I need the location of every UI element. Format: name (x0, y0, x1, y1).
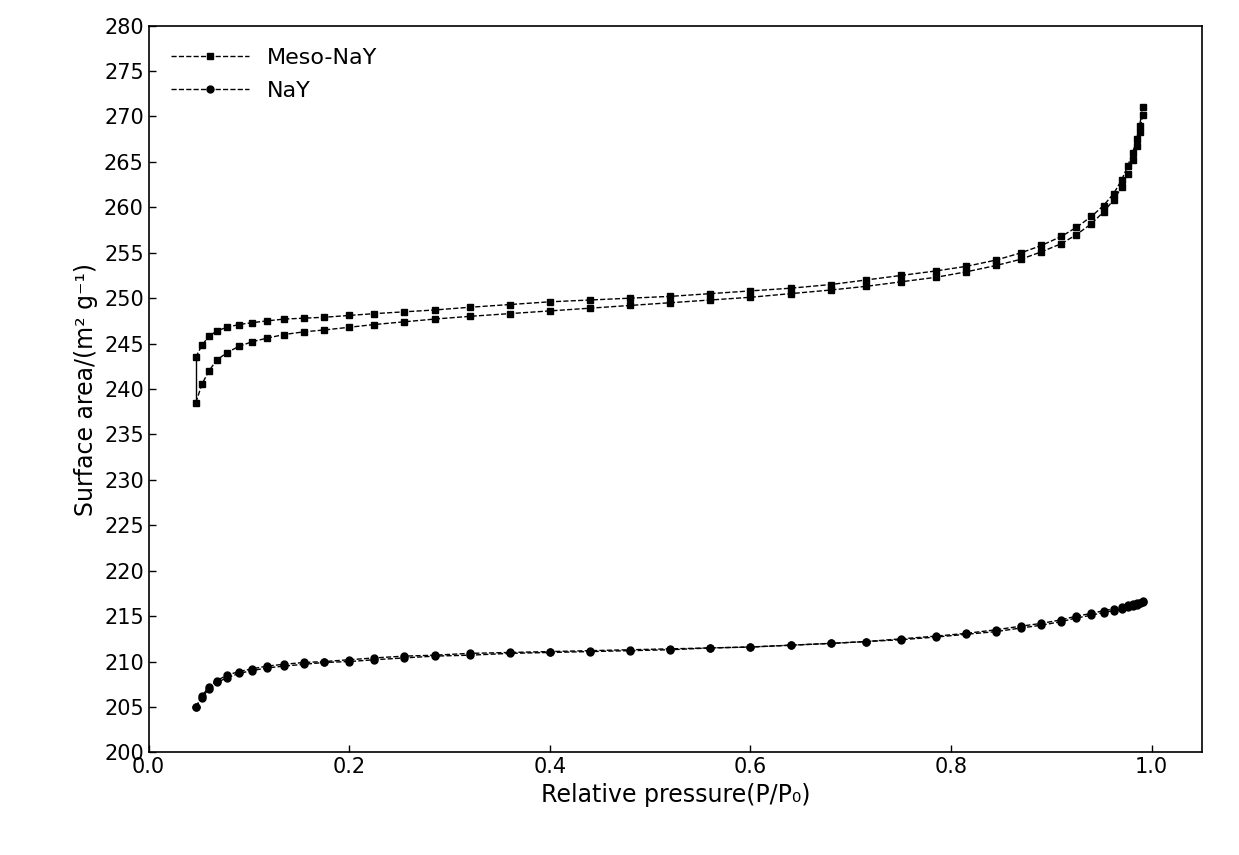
Meso-NaY (232, 320, 247, 330)
NaY (1135, 596, 1150, 606)
Meso-NaY (396, 307, 411, 317)
NaY (1125, 599, 1140, 610)
Legend: Meso-NaY, NaY: Meso-NaY, NaY (160, 37, 388, 112)
NaY (502, 647, 517, 657)
NaY (663, 644, 678, 654)
Meso-NaY (195, 340, 209, 351)
NaY (232, 666, 247, 676)
NaY (296, 657, 311, 668)
NaY (928, 631, 943, 641)
NaY (1120, 600, 1135, 610)
NaY (1132, 598, 1147, 608)
Meso-NaY (427, 305, 442, 315)
Meso-NaY (989, 255, 1004, 265)
NaY (462, 648, 477, 658)
Meso-NaY (342, 310, 357, 321)
Meso-NaY (859, 275, 873, 286)
NaY (823, 639, 838, 649)
NaY (893, 634, 908, 644)
NaY (1069, 611, 1084, 622)
NaY (342, 655, 357, 665)
NaY (1084, 608, 1099, 618)
Meso-NaY (1120, 162, 1135, 172)
NaY (1033, 618, 1048, 628)
Meso-NaY (219, 322, 234, 333)
Meso-NaY (1084, 211, 1099, 221)
Meso-NaY (502, 299, 517, 310)
Meso-NaY (188, 352, 203, 363)
NaY (543, 646, 558, 657)
NaY (219, 670, 234, 681)
Meso-NaY (959, 262, 974, 272)
NaY (260, 661, 275, 671)
Meso-NaY (783, 283, 798, 293)
Meso-NaY (1097, 200, 1111, 210)
Meso-NaY (296, 313, 311, 323)
NaY (202, 682, 217, 693)
NaY (623, 645, 638, 655)
Meso-NaY (623, 293, 638, 304)
Y-axis label: Surface area/(m² g⁻¹): Surface area/(m² g⁻¹) (74, 262, 98, 516)
NaY (188, 702, 203, 712)
Meso-NaY (1114, 175, 1129, 186)
Meso-NaY (1125, 148, 1140, 158)
NaY (783, 640, 798, 651)
NaY (989, 625, 1004, 635)
NaY (1129, 598, 1144, 609)
Line: NaY: NaY (192, 598, 1146, 711)
NaY (959, 628, 974, 639)
NaY (1114, 602, 1129, 612)
Meso-NaY (1135, 103, 1150, 113)
Meso-NaY (1054, 232, 1069, 242)
NaY (427, 650, 442, 660)
Meso-NaY (1033, 240, 1048, 251)
NaY (1097, 605, 1111, 616)
NaY (367, 653, 382, 663)
NaY (859, 636, 873, 646)
Line: Meso-NaY: Meso-NaY (192, 104, 1146, 361)
Meso-NaY (743, 286, 758, 296)
Meso-NaY (1106, 189, 1121, 199)
NaY (1106, 604, 1121, 614)
NaY (209, 675, 224, 686)
NaY (276, 659, 291, 669)
Meso-NaY (928, 266, 943, 276)
NaY (317, 657, 332, 667)
Meso-NaY (244, 317, 259, 327)
NaY (1054, 615, 1069, 625)
Meso-NaY (1132, 121, 1147, 131)
NaY (1014, 621, 1028, 631)
Meso-NaY (276, 314, 291, 324)
NaY (743, 642, 758, 652)
NaY (195, 691, 209, 701)
Meso-NaY (543, 297, 558, 307)
Meso-NaY (893, 270, 908, 280)
NaY (244, 663, 259, 674)
Meso-NaY (462, 302, 477, 312)
Meso-NaY (1014, 248, 1028, 258)
Meso-NaY (317, 312, 332, 322)
X-axis label: Relative pressure(P/P₀): Relative pressure(P/P₀) (540, 783, 810, 807)
Meso-NaY (823, 280, 838, 290)
NaY (396, 651, 411, 661)
Meso-NaY (209, 326, 224, 336)
Meso-NaY (1069, 222, 1084, 233)
NaY (703, 643, 717, 653)
Meso-NaY (1129, 134, 1144, 144)
Meso-NaY (582, 295, 597, 305)
Meso-NaY (260, 315, 275, 326)
Meso-NaY (703, 288, 717, 298)
Meso-NaY (663, 292, 678, 302)
NaY (582, 646, 597, 656)
Meso-NaY (367, 309, 382, 319)
Meso-NaY (202, 331, 217, 341)
